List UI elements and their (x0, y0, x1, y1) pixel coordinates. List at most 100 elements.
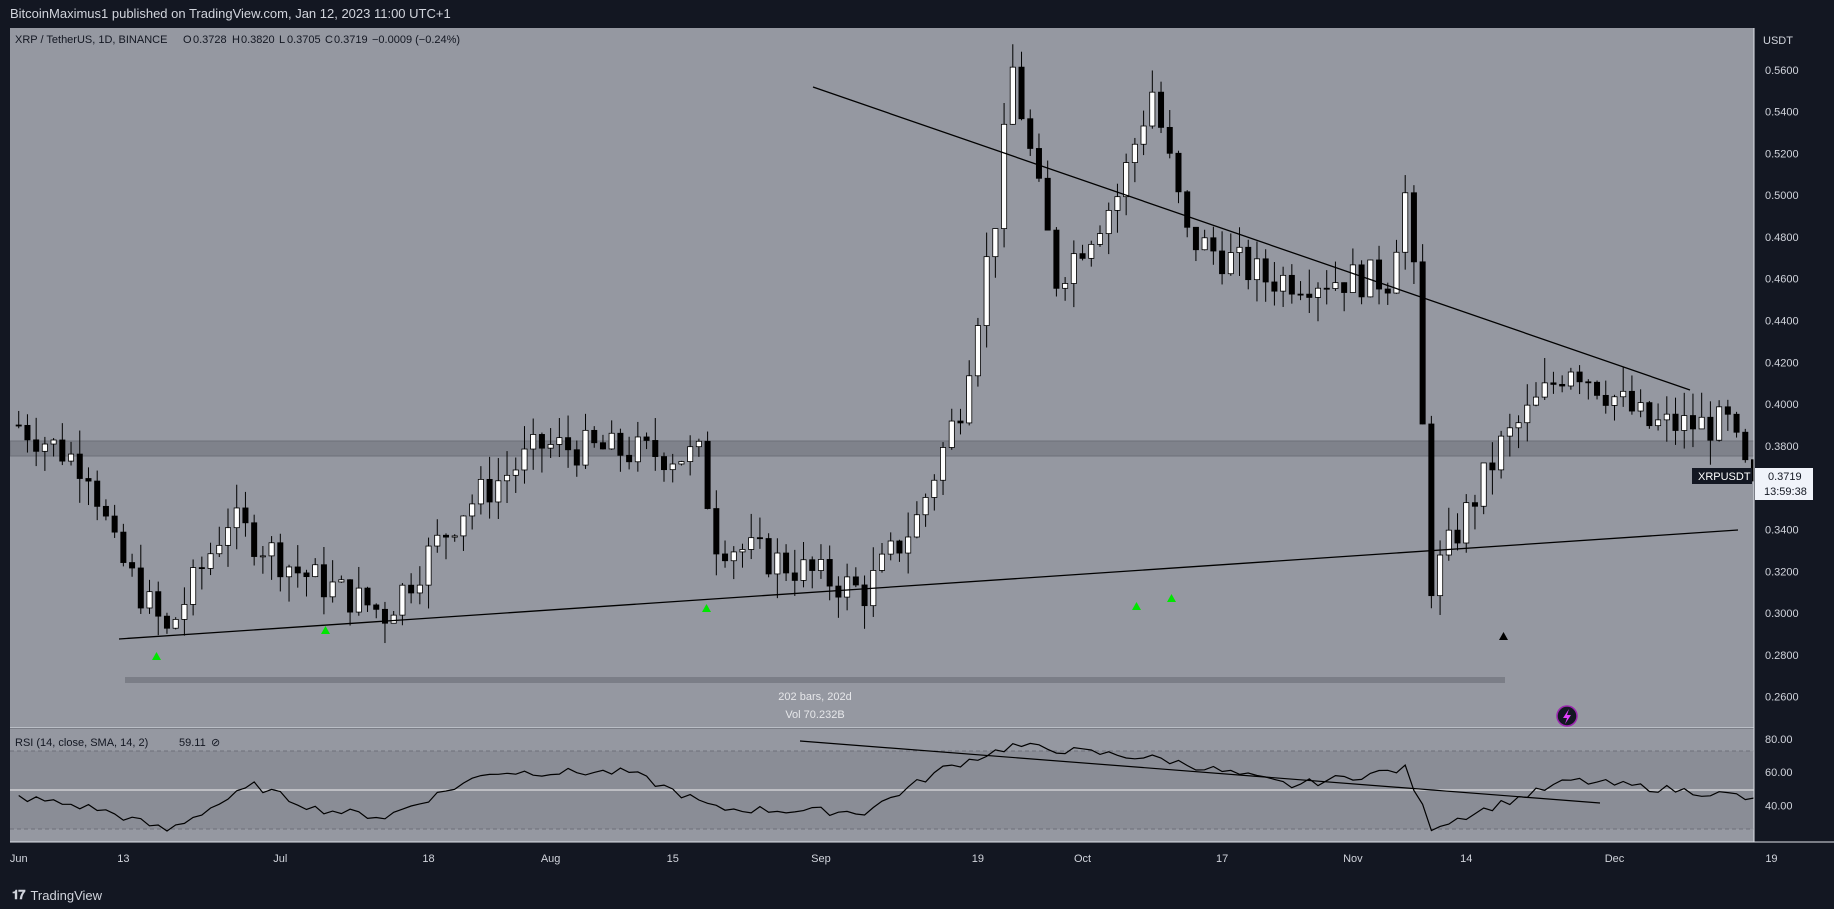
candles-group (15, 44, 1834, 644)
candle-body (905, 536, 912, 554)
candle-body (355, 587, 362, 613)
candle-body (948, 420, 955, 448)
candle-body (163, 615, 170, 629)
xrpusdt-tag (1692, 468, 1752, 484)
last-price-box (1755, 468, 1813, 500)
price-chart-svg[interactable]: 202 bars, 202d Vol 70.232B XRP / TetherU… (10, 28, 1834, 880)
candle-body (1689, 415, 1696, 430)
candle-body (1533, 396, 1540, 406)
candle-body (1698, 416, 1705, 430)
candle-body (1428, 423, 1435, 597)
candle-body (50, 439, 57, 445)
price-tick-label: 0.4000 (1765, 399, 1799, 411)
candle-body (469, 503, 476, 517)
candle-body (15, 424, 22, 427)
candle-body (381, 608, 388, 624)
candle-body (835, 585, 842, 598)
price-tick-label: 0.2800 (1765, 650, 1799, 662)
candle-body (495, 480, 502, 503)
candle-body (442, 534, 449, 538)
candle-body (155, 591, 162, 617)
price-tick-label: 0.2600 (1765, 692, 1799, 704)
candle-body (216, 544, 223, 555)
candle-body (94, 480, 101, 507)
candle-body (669, 463, 676, 471)
candle-body (791, 572, 798, 581)
candle-body (966, 375, 973, 424)
time-tick-label: 19 (1765, 853, 1777, 865)
candle-body (992, 228, 999, 258)
candle-body (512, 469, 519, 476)
date-range-bar (125, 677, 1505, 683)
candle-body (1620, 390, 1627, 398)
time-tick-label: 14 (1460, 853, 1472, 865)
candle-body (1402, 192, 1409, 253)
eye-off-icon[interactable]: ⊘ (211, 737, 220, 749)
price-tick-label: 0.3200 (1765, 566, 1799, 578)
bars-count-label: 202 bars, 202d (778, 691, 851, 703)
price-unit-label: USDT (1763, 35, 1793, 47)
tradingview-logo[interactable]: 𝟏𝟕 TradingView (12, 887, 102, 903)
candle-body (1192, 226, 1199, 251)
candle-body (504, 474, 511, 482)
candle-body (538, 434, 545, 449)
candle-body (24, 424, 31, 441)
candle-body (146, 591, 153, 609)
candle-body (1585, 381, 1592, 384)
chart-container[interactable]: 202 bars, 202d Vol 70.232B XRP / TetherU… (10, 28, 1834, 880)
candle-body (1262, 258, 1269, 283)
candle-body (1245, 246, 1252, 281)
candle-body (817, 559, 824, 571)
open-label: O (183, 34, 192, 46)
publisher-text: BitcoinMaximus1 published on TradingView… (10, 6, 451, 21)
candle-body (1637, 402, 1644, 412)
markers-group (152, 594, 1508, 660)
candle-body (565, 437, 572, 451)
candle-body (425, 545, 432, 586)
candle-body (408, 584, 415, 594)
candle-body (774, 552, 781, 575)
time-tick-label: Dec (1605, 853, 1625, 865)
green-triangle-marker (1132, 602, 1141, 610)
candle-body (1602, 394, 1609, 406)
candle-body (303, 572, 310, 578)
candle-body (756, 537, 763, 540)
time-tick-label: Jul (273, 853, 287, 865)
candle-body (652, 440, 659, 457)
candle-body (198, 567, 205, 569)
candle-body (1611, 396, 1618, 406)
candle-body (1166, 126, 1173, 154)
candle-body (530, 434, 537, 450)
candle-body (643, 436, 650, 441)
candle-body (974, 325, 981, 377)
candle-body (129, 562, 136, 569)
candle-body (451, 535, 458, 538)
candle-body (1079, 253, 1086, 259)
bolt-icon[interactable] (1556, 705, 1578, 727)
candle-body (477, 478, 484, 505)
candle-body (957, 420, 964, 424)
candle-body (1437, 554, 1444, 597)
candle-body (390, 614, 397, 624)
candle-body (1184, 191, 1191, 228)
candle-body (85, 478, 92, 482)
rsi-line (18, 742, 1834, 832)
candle-body (879, 553, 886, 571)
candle-body (207, 553, 214, 569)
descending-resistance-line (812, 86, 1691, 391)
candle-body (1672, 413, 1679, 431)
candle-body (826, 559, 833, 587)
candle-body (1280, 274, 1287, 292)
candle-body (1227, 252, 1234, 275)
candle-body (1733, 413, 1740, 433)
open-value: 0.3728 (193, 34, 227, 46)
candle-body (259, 555, 266, 558)
candle-body (913, 514, 920, 538)
time-tick-label: 19 (972, 853, 984, 865)
candle-body (1393, 251, 1400, 294)
high-value: 0.3820 (241, 34, 275, 46)
candle-body (1341, 282, 1348, 293)
candle-body (1541, 382, 1548, 398)
candle-body (1663, 413, 1670, 421)
price-tick-label: 0.5400 (1765, 107, 1799, 119)
